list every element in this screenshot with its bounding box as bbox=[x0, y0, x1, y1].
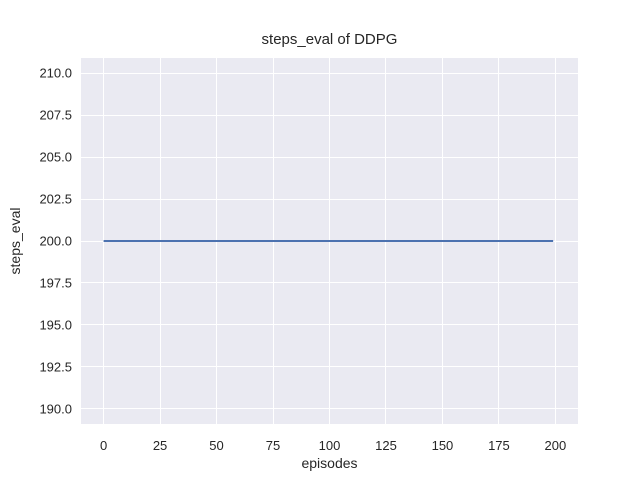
axes bbox=[81, 58, 578, 424]
x-tick-label: 125 bbox=[375, 438, 397, 453]
series-layer bbox=[81, 58, 578, 424]
x-tick-label: 75 bbox=[265, 438, 281, 453]
x-tick-row: 0 25 50 75 100 125 150 175 200 bbox=[81, 438, 578, 453]
gridline-vertical bbox=[103, 58, 105, 424]
y-tick-label: 200.0 bbox=[39, 233, 72, 249]
x-tick-label: 0 bbox=[99, 438, 108, 453]
y-tick-label: 195.0 bbox=[39, 317, 72, 333]
x-tick-label: 25 bbox=[152, 438, 168, 453]
y-tick-column: 190.0 192.5 195.0 197.5 200.0 202.5 205.0 207.5… bbox=[0, 58, 72, 424]
x-tick-label: 175 bbox=[488, 438, 510, 453]
y-tick-label: 207.5 bbox=[39, 107, 72, 123]
y-axis-label: steps_eval bbox=[7, 207, 23, 275]
x-tick-label: 150 bbox=[431, 438, 454, 453]
x-axis-label: episodes bbox=[301, 455, 358, 471]
x-tick-label: 200 bbox=[544, 438, 567, 453]
y-tick-label: 210.0 bbox=[39, 65, 72, 81]
gridline-vertical bbox=[554, 58, 556, 424]
chart-title: steps_eval of DDPG bbox=[261, 31, 398, 48]
y-tick-label: 190.0 bbox=[39, 401, 72, 417]
y-tick-label: 202.5 bbox=[39, 191, 72, 207]
y-tick-label: 192.5 bbox=[39, 359, 72, 375]
y-tick-label: 205.0 bbox=[39, 149, 72, 165]
y-tick-label: 197.5 bbox=[39, 275, 72, 291]
x-tick-label: 50 bbox=[209, 438, 224, 453]
x-tick-label: 100 bbox=[318, 438, 341, 453]
